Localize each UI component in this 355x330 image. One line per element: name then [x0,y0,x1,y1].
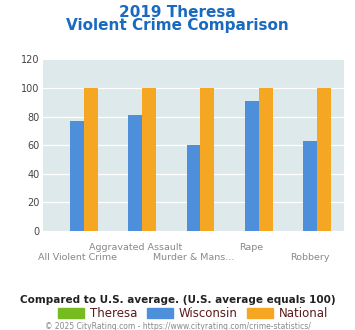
Bar [186,145,201,231]
Text: Aggravated Assault: Aggravated Assault [89,243,182,252]
Text: Robbery: Robbery [290,253,329,262]
Bar [258,88,273,231]
Text: Rape: Rape [240,243,264,252]
Bar [129,115,142,231]
Text: © 2025 CityRating.com - https://www.cityrating.com/crime-statistics/: © 2025 CityRating.com - https://www.city… [45,322,310,330]
Text: Violent Crime Comparison: Violent Crime Comparison [66,18,289,33]
Text: Compared to U.S. average. (U.S. average equals 100): Compared to U.S. average. (U.S. average … [20,295,335,305]
Bar [303,141,317,231]
Bar [201,88,214,231]
Bar [70,121,84,231]
Bar [84,88,98,231]
Legend: Theresa, Wisconsin, National: Theresa, Wisconsin, National [54,302,333,325]
Bar [317,88,331,231]
Text: All Violent Crime: All Violent Crime [38,253,117,262]
Bar [142,88,156,231]
Text: Murder & Mans...: Murder & Mans... [153,253,234,262]
Bar [245,101,258,231]
Text: 2019 Theresa: 2019 Theresa [119,5,236,20]
